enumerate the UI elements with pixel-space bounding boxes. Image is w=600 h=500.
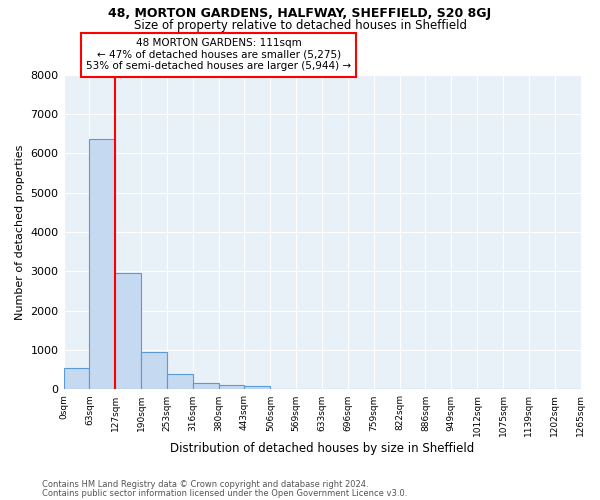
Bar bbox=[218, 385, 244, 390]
Text: Contains HM Land Registry data © Crown copyright and database right 2024.: Contains HM Land Registry data © Crown c… bbox=[42, 480, 368, 489]
Text: Size of property relative to detached houses in Sheffield: Size of property relative to detached ho… bbox=[133, 19, 467, 32]
Bar bbox=[89, 140, 115, 390]
Bar bbox=[64, 368, 89, 390]
X-axis label: Distribution of detached houses by size in Sheffield: Distribution of detached houses by size … bbox=[170, 442, 474, 455]
Y-axis label: Number of detached properties: Number of detached properties bbox=[15, 144, 25, 320]
Text: Contains public sector information licensed under the Open Government Licence v3: Contains public sector information licen… bbox=[42, 488, 407, 498]
Bar bbox=[244, 386, 271, 390]
Bar bbox=[115, 274, 141, 390]
Bar bbox=[141, 352, 167, 390]
Text: 48, MORTON GARDENS, HALFWAY, SHEFFIELD, S20 8GJ: 48, MORTON GARDENS, HALFWAY, SHEFFIELD, … bbox=[109, 8, 491, 20]
Text: 48 MORTON GARDENS: 111sqm
← 47% of detached houses are smaller (5,275)
53% of se: 48 MORTON GARDENS: 111sqm ← 47% of detac… bbox=[86, 38, 351, 72]
Bar bbox=[167, 374, 193, 390]
Bar bbox=[193, 382, 218, 390]
